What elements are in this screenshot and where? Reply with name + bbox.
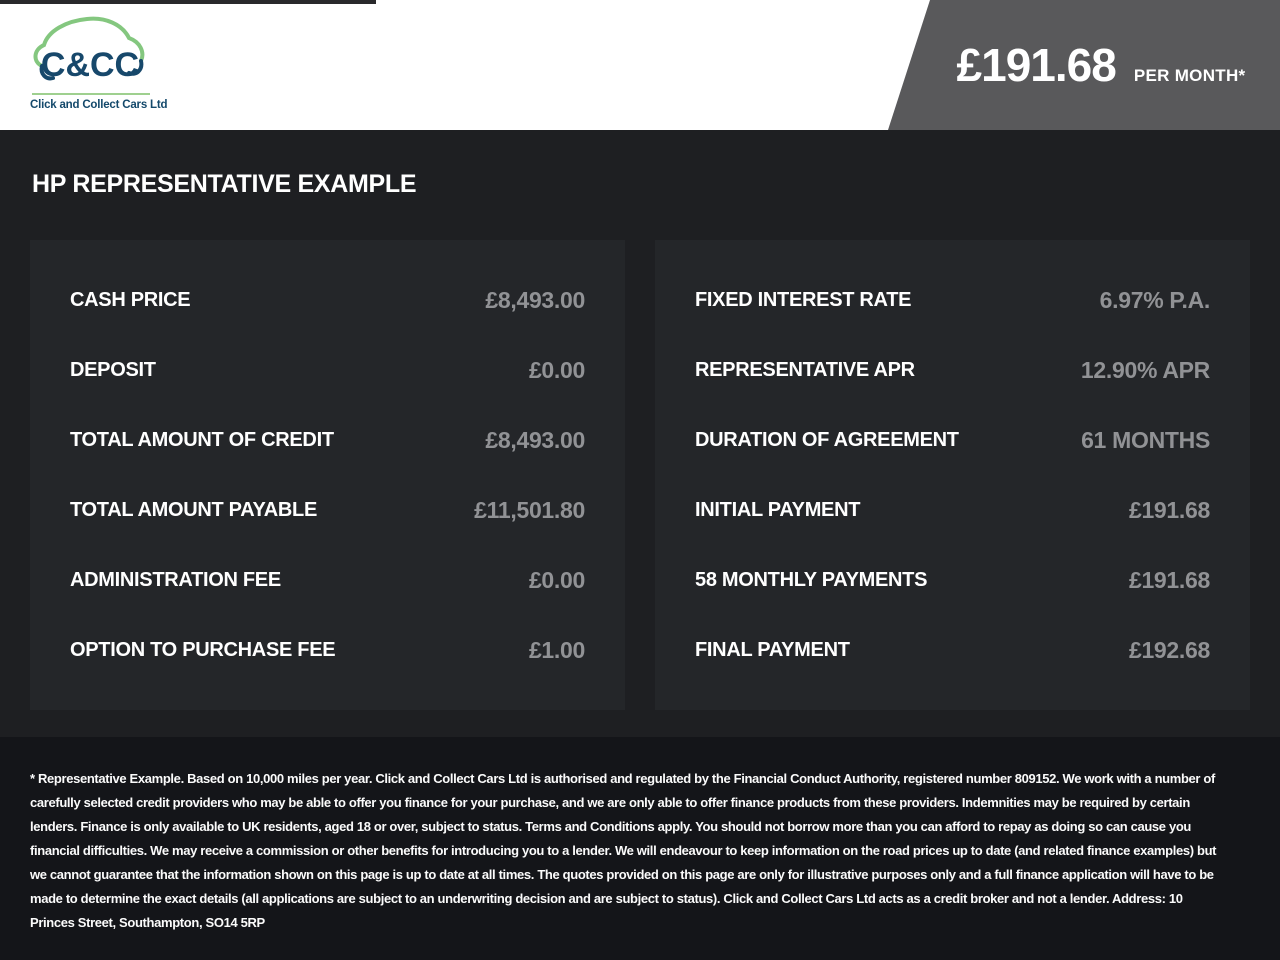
car-outline-icon: C&CC (33, 16, 145, 84)
page-title: HP REPRESENTATIVE EXAMPLE (32, 170, 417, 198)
finance-label: DEPOSIT (70, 358, 156, 381)
company-logo: C&CC Click and Collect Cars Ltd (30, 12, 168, 111)
finance-row: TOTAL AMOUNT PAYABLE £11,501.80 (70, 475, 585, 545)
finance-row: OPTION TO PURCHASE FEE £1.00 (70, 615, 585, 685)
finance-label: DURATION OF AGREEMENT (695, 428, 959, 451)
company-name: Click and Collect Cars Ltd (30, 99, 168, 111)
finance-label: INITIAL PAYMENT (695, 498, 861, 521)
finance-value: £191.68 (1128, 566, 1210, 593)
finance-row: DEPOSIT £0.00 (70, 335, 585, 405)
finance-row: ADMINISTRATION FEE £0.00 (70, 545, 585, 615)
finance-label: TOTAL AMOUNT OF CREDIT (70, 428, 334, 451)
finance-value: £0.00 (528, 566, 585, 593)
logo-abbreviation: C&CC (41, 46, 139, 84)
finance-section: HP REPRESENTATIVE EXAMPLE CASH PRICE £8,… (0, 130, 1280, 737)
logo-underline (32, 93, 150, 95)
finance-row: TOTAL AMOUNT OF CREDIT £8,493.00 (70, 405, 585, 475)
monthly-price: £191.68 (956, 39, 1117, 91)
monthly-price-period: PER MONTH* (1133, 66, 1246, 85)
finance-row: INITIAL PAYMENT £191.68 (695, 475, 1210, 545)
disclaimer-text: * Representative Example. Based on 10,00… (30, 771, 1217, 930)
finance-row: FINAL PAYMENT £192.68 (695, 615, 1210, 685)
finance-label: OPTION TO PURCHASE FEE (70, 638, 336, 661)
finance-value: 6.97% P.A. (1099, 286, 1211, 313)
finance-value: £1.00 (528, 636, 585, 663)
finance-label: FINAL PAYMENT (695, 638, 850, 661)
finance-label: FIXED INTEREST RATE (695, 288, 912, 311)
finance-value: £0.00 (528, 356, 585, 383)
finance-value: £11,501.80 (474, 496, 585, 523)
finance-value: £8,493.00 (485, 426, 585, 453)
finance-value: £191.68 (1128, 496, 1210, 523)
price-banner: £191.68 PER MONTH* (888, 0, 1280, 130)
finance-label: TOTAL AMOUNT PAYABLE (70, 498, 317, 521)
finance-label: ADMINISTRATION FEE (70, 568, 281, 591)
disclaimer: * Representative Example. Based on 10,00… (0, 737, 1280, 960)
finance-row: REPRESENTATIVE APR 12.90% APR (695, 335, 1210, 405)
finance-row: DURATION OF AGREEMENT 61 MONTHS (695, 405, 1210, 475)
header: C&CC Click and Collect Cars Ltd £191.68 … (0, 0, 1280, 130)
finance-row: 58 MONTHLY PAYMENTS £191.68 (695, 545, 1210, 615)
finance-label: REPRESENTATIVE APR (695, 358, 915, 381)
finance-panels: CASH PRICE £8,493.00 DEPOSIT £0.00 TOTAL… (30, 240, 1250, 710)
finance-value: £192.68 (1128, 636, 1210, 663)
finance-row: CASH PRICE £8,493.00 (70, 265, 585, 335)
finance-value: £8,493.00 (485, 286, 585, 313)
finance-value: 12.90% APR (1080, 356, 1210, 383)
finance-row: FIXED INTEREST RATE 6.97% P.A. (695, 265, 1210, 335)
top-edge-strip (0, 0, 376, 4)
finance-label: CASH PRICE (70, 288, 191, 311)
finance-panel-left: CASH PRICE £8,493.00 DEPOSIT £0.00 TOTAL… (30, 240, 625, 710)
finance-label: 58 MONTHLY PAYMENTS (695, 568, 928, 591)
price-banner-content: £191.68 PER MONTH* (923, 38, 1246, 92)
finance-value: 61 MONTHS (1081, 426, 1210, 453)
finance-panel-right: FIXED INTEREST RATE 6.97% P.A. REPRESENT… (655, 240, 1250, 710)
